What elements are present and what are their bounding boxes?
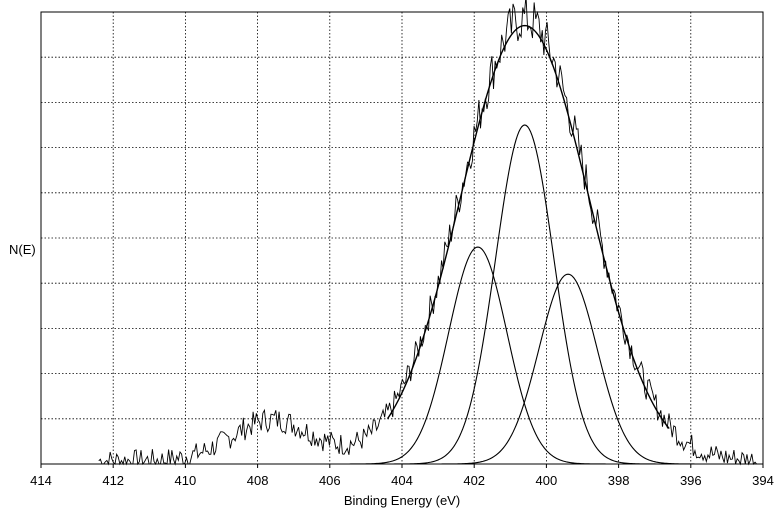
curves [98,0,759,466]
grid-lines [41,12,763,464]
measured-spectrum [98,0,759,466]
x-tick-label: 404 [391,473,413,488]
x-tick-label: 410 [175,473,197,488]
x-tick-label: 396 [680,473,702,488]
fit-envelope [386,24,670,429]
x-tick-label: 402 [463,473,485,488]
x-tick-label: 414 [30,473,52,488]
x-tick-label: 400 [536,473,558,488]
x-tick-label: 398 [608,473,630,488]
x-tick-label: 412 [102,473,124,488]
fit-component-3 [416,273,720,465]
y-axis-title: N(E) [9,242,36,257]
x-tick-labels: 414 412 410 408 406 404 402 400 398 396 394 [30,464,774,488]
x-tick-label: 394 [752,473,774,488]
x-tick-label: 408 [247,473,269,488]
x-tick-label: 406 [319,473,341,488]
x-axis-title: Binding Energy (eV) [344,493,460,508]
fit-component-2 [373,124,677,465]
